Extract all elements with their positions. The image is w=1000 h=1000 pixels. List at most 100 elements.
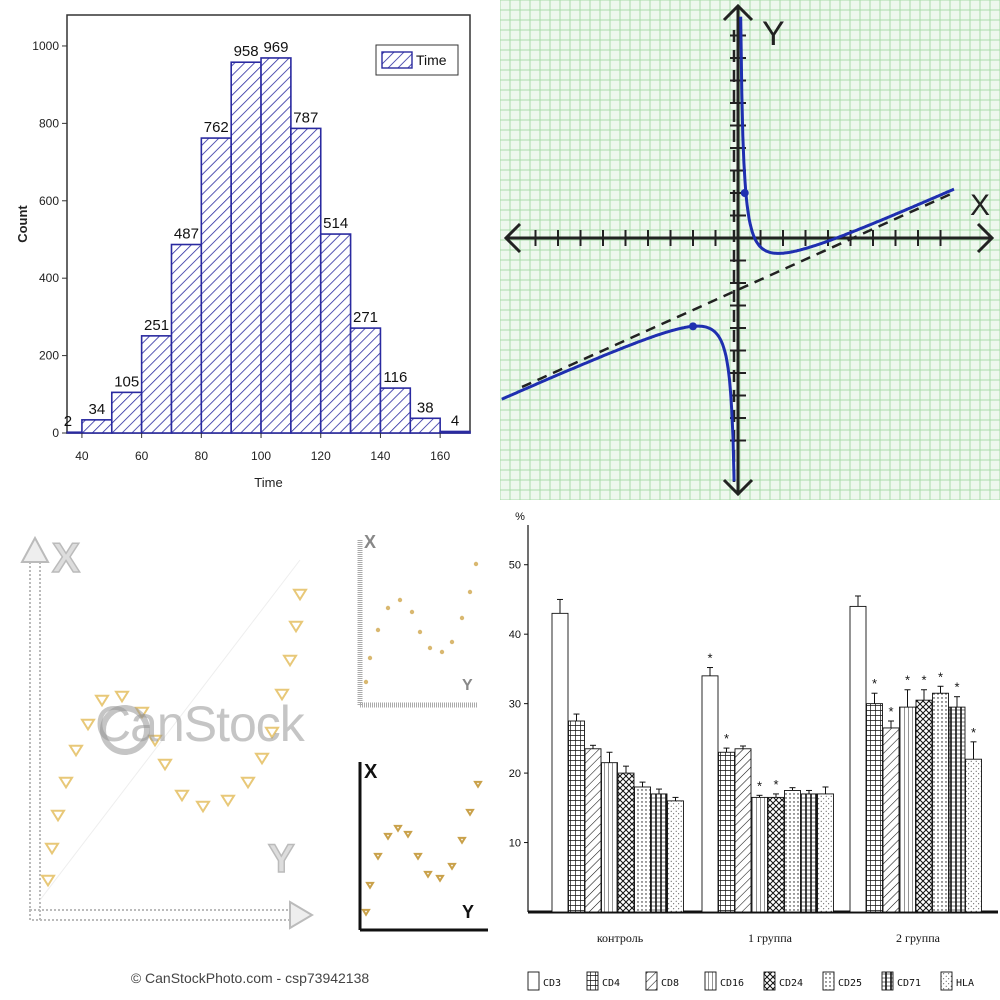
hist-bar — [170, 243, 203, 434]
panel1-marker — [94, 694, 110, 708]
curve-right-branch — [739, 16, 955, 255]
hist-bar — [379, 387, 412, 434]
cd-legend-swatch — [763, 971, 776, 991]
cd-bar — [601, 762, 618, 913]
cd-legend-label: CD4 — [602, 978, 620, 989]
cd-significance-star: * — [971, 725, 976, 740]
hist-data-label: 969 — [263, 39, 288, 56]
panel1-marker — [80, 718, 96, 732]
hist-y-tick-label: 800 — [39, 116, 59, 130]
hist-bar — [200, 137, 232, 434]
panel1-marker — [68, 744, 84, 758]
cd-y-tick-label: 30 — [509, 699, 521, 711]
cd-legend-swatch — [645, 971, 658, 991]
cd-legend-label: CD24 — [779, 978, 803, 989]
panel2-marker — [417, 629, 423, 635]
hist-x-tick-label: 60 — [135, 449, 149, 463]
cd-legend-label: HLA — [956, 978, 974, 989]
panel3-marker — [457, 836, 467, 845]
panel2-marker — [427, 645, 433, 651]
hist-y-tick-label: 400 — [39, 271, 59, 285]
hist-data-label: 251 — [144, 317, 169, 334]
panel3-marker — [373, 852, 383, 861]
y-axis-label: Y — [762, 15, 785, 53]
panel3-marker — [361, 908, 371, 917]
cd-bar — [734, 748, 752, 913]
hist-y-tick-label: 200 — [39, 349, 59, 363]
panel1-y-axis — [29, 559, 41, 921]
panel1-y-axis-label: X — [52, 534, 80, 581]
hist-data-label: 787 — [293, 109, 318, 126]
cd-bar — [784, 790, 801, 913]
cd-bar — [551, 612, 569, 913]
cd-legend-swatch — [881, 971, 894, 991]
hist-data-label: 487 — [174, 226, 199, 243]
cd-bar — [866, 703, 883, 913]
cd-bar — [634, 786, 651, 913]
cd-legend-swatch — [704, 971, 717, 991]
cd-bar — [800, 793, 818, 913]
panel1-marker — [274, 688, 290, 702]
cd-y-tick-label: 10 — [509, 838, 521, 850]
panel1-marker — [195, 800, 211, 814]
cd-legend-label: CD8 — [661, 978, 679, 989]
hist-data-label: 38 — [417, 399, 434, 416]
cd-y-tick-label: 40 — [509, 629, 521, 641]
asymptote-graph: XY — [500, 0, 1000, 500]
cd-significance-star: * — [905, 673, 910, 688]
hist-y-axis-label: Count — [15, 205, 30, 243]
hist-data-label: 958 — [234, 43, 259, 60]
hist-data-label: 2 — [64, 413, 72, 430]
panel1-x-axis-label: Y — [268, 837, 295, 881]
hist-bar — [349, 327, 382, 434]
hist-bar — [319, 233, 352, 434]
hist-bar — [66, 431, 83, 434]
marked-point — [740, 188, 749, 197]
x-axis-left-arrow-icon — [503, 222, 522, 254]
cd-bar — [899, 706, 916, 913]
cd-y-tick-label: 50 — [509, 560, 521, 572]
panel2-marker — [367, 655, 373, 661]
y-axis-top-arrow-icon — [722, 3, 754, 22]
hist-x-axis-label: Time — [254, 475, 282, 490]
stock-credit: © CanStockPhoto.com - csp73942138 — [130, 970, 370, 986]
cd-bar — [948, 706, 966, 913]
panel1-marker — [40, 874, 56, 888]
cd-significance-star: * — [757, 778, 762, 793]
cd-bar — [751, 796, 768, 913]
curve-left-branch — [501, 324, 736, 482]
panel1-marker — [58, 776, 74, 790]
hist-data-label: 514 — [323, 215, 348, 232]
cd-category-label: 2 группа — [896, 931, 941, 945]
hist-y-tick-label: 600 — [39, 194, 59, 208]
hist-y-tick-label: 0 — [52, 426, 59, 440]
y-axis-bottom-arrow-icon — [722, 478, 754, 497]
panel2-marker — [363, 679, 369, 685]
cd-bar — [915, 699, 933, 913]
panel2-marker — [439, 649, 445, 655]
panel2-marker — [467, 589, 473, 595]
panel2-y-axis-label: X — [364, 532, 376, 552]
hist-bar — [81, 419, 113, 434]
hist-bar — [439, 430, 471, 434]
cd-significance-star: * — [872, 676, 877, 691]
x-axis-right-arrow-icon — [976, 222, 995, 254]
panel2-marker — [459, 615, 465, 621]
hist-x-tick-label: 100 — [251, 449, 271, 463]
panel1-marker — [50, 809, 66, 823]
panel3-marker — [435, 874, 445, 883]
cd-bar — [965, 758, 982, 913]
cd-significance-star: * — [954, 680, 959, 695]
cd-legend-swatch — [527, 971, 540, 991]
hist-bar — [409, 417, 441, 434]
cd-bar — [817, 793, 834, 913]
panel3-marker — [465, 808, 475, 817]
marked-point — [689, 322, 697, 331]
watermark-text: CanStock — [95, 696, 305, 752]
cd-significance-star: * — [773, 777, 778, 792]
hist-data-label: 762 — [204, 119, 229, 136]
hist-x-tick-label: 80 — [195, 449, 209, 463]
panel3-marker — [423, 870, 433, 879]
cd-y-axis-label: % — [515, 511, 525, 523]
